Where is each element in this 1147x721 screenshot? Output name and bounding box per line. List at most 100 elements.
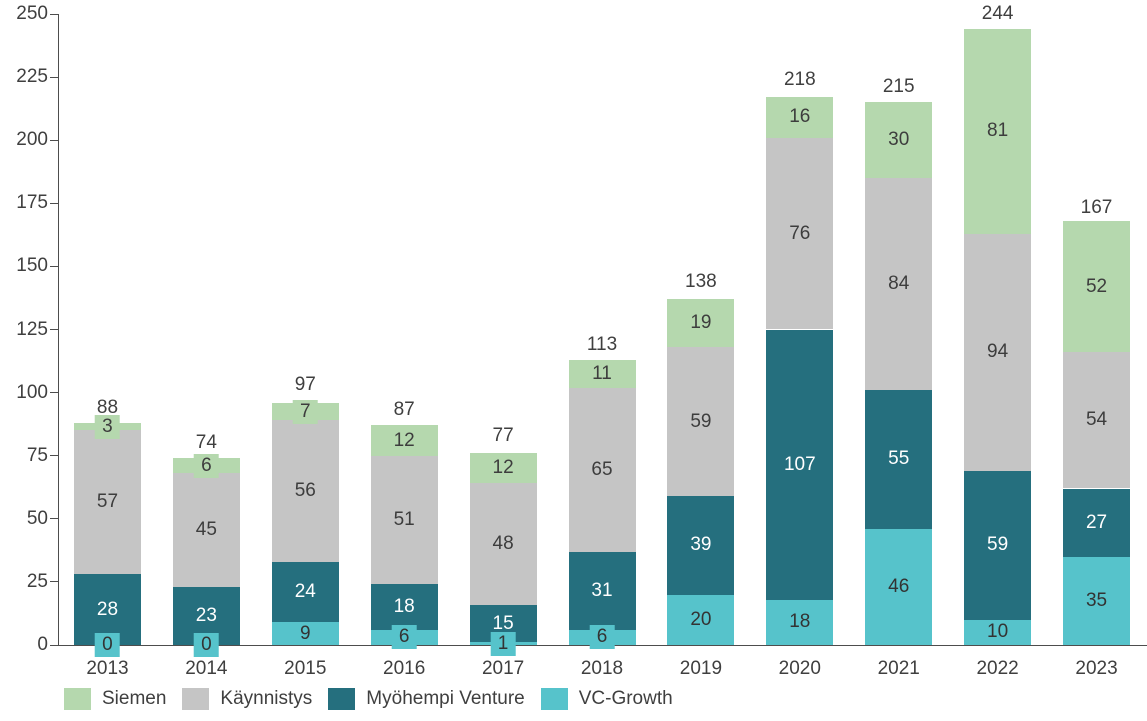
y-axis-tick: [50, 455, 58, 457]
bar-segment: [1063, 488, 1131, 557]
segment-value-badge: 6: [194, 453, 219, 478]
bar-segment: [865, 102, 933, 179]
bar-segment: [469, 483, 537, 605]
y-axis-tick: [50, 392, 58, 394]
bar-segment: [667, 594, 735, 645]
bar-segment: [964, 29, 1032, 234]
bar-segment: [568, 387, 636, 552]
y-axis-tick-label: 0: [37, 634, 48, 655]
bar-total-label: 244: [981, 3, 1014, 25]
y-axis-line: [58, 14, 59, 645]
bar-segment: [766, 329, 834, 600]
segment-value-label: 35: [1085, 589, 1108, 611]
bar-segment: [964, 619, 1032, 645]
y-axis-tick-label: 250: [16, 3, 48, 24]
segment-value-label: 9: [299, 622, 311, 644]
segment-value-label: 57: [96, 491, 119, 513]
legend-swatch: [64, 688, 91, 710]
y-axis-tick-label: 225: [16, 66, 48, 88]
segment-value-label: 11: [592, 362, 612, 384]
x-axis-category-label: 2017: [481, 658, 525, 679]
bar-segment: [1063, 220, 1131, 353]
y-axis-tick-label: 25: [26, 570, 48, 592]
bar-total-label: 88: [96, 396, 119, 418]
segment-value-badge: 3: [95, 414, 120, 439]
y-axis-tick-label: 200: [16, 129, 48, 151]
bar-segment: [667, 299, 735, 348]
bar-segment: [964, 233, 1032, 471]
y-axis-tick-label: 125: [16, 318, 48, 340]
segment-value-label: 59: [987, 534, 1009, 556]
segment-value-label: 12: [492, 457, 514, 479]
bar-total-label: 138: [685, 270, 717, 292]
x-axis-category-label: 2023: [1075, 658, 1118, 679]
segment-value-label: 16: [789, 106, 811, 128]
segment-value-label: 55: [888, 448, 910, 470]
segment-value-badge: 6: [589, 625, 615, 650]
y-axis-tick: [50, 518, 58, 520]
segment-value-label: 30: [888, 129, 910, 151]
bar-segment: [964, 470, 1032, 620]
segment-value-label: 81: [987, 120, 1009, 142]
x-axis-category-label: 2020: [778, 658, 821, 679]
x-axis-category-label: 2015: [284, 658, 327, 679]
bar-segment: [271, 561, 339, 623]
segment-value-label: 56: [294, 480, 316, 502]
segment-value-label: 52: [1085, 275, 1108, 297]
bar-segment: [568, 551, 636, 630]
segment-value-label: 19: [690, 312, 712, 334]
x-axis-category-label: 2022: [976, 658, 1019, 679]
segment-value-label: 24: [294, 580, 316, 602]
segment-value-label: 28: [96, 598, 119, 620]
segment-value-label: 27: [1085, 511, 1108, 533]
bar-total-label: 113: [586, 333, 618, 355]
segment-value-label: 18: [789, 611, 811, 633]
bar-total-label: 215: [882, 76, 915, 98]
y-axis-tick: [50, 329, 58, 330]
y-axis-tick: [50, 644, 58, 646]
segment-value-badge: 1: [490, 631, 516, 656]
bar-total-label: 87: [393, 399, 415, 421]
bar-total-label: 97: [294, 374, 316, 396]
segment-value-label: 48: [492, 533, 514, 555]
bar-segment: [370, 425, 438, 456]
segment-value-badge: 0: [95, 633, 120, 657]
bar-total-label: 77: [492, 424, 514, 446]
y-axis-tick: [50, 581, 58, 583]
segment-value-label: 84: [888, 273, 910, 295]
segment-value-label: 107: [783, 453, 816, 475]
bar-segment: [271, 622, 339, 645]
x-axis-category-label: 2021: [877, 658, 920, 679]
segment-value-badge: 6: [391, 625, 417, 650]
segment-value-label: 54: [1085, 409, 1108, 431]
bar-segment: [667, 347, 735, 497]
segment-value-label: 10: [987, 621, 1009, 643]
segment-value-label: 76: [789, 222, 811, 244]
bar-segment: [766, 599, 834, 645]
bar-total-label: 74: [195, 432, 217, 454]
legend-label: Myöhempi Venture: [366, 688, 525, 709]
y-axis-tick: [50, 76, 58, 78]
x-axis-category-label: 2019: [679, 658, 723, 679]
segment-value-label: 51: [393, 509, 415, 531]
bar-segment: [568, 359, 636, 388]
legend-item: Käynnistys: [182, 688, 312, 710]
segment-value-label: 23: [195, 604, 217, 626]
segment-value-label: 65: [591, 458, 613, 480]
bar-segment: [73, 430, 141, 575]
legend-item: Siemen: [64, 688, 166, 710]
segment-value-label: 18: [393, 596, 415, 618]
bar-segment: [1063, 556, 1131, 645]
bar-segment: [865, 528, 933, 645]
bar-segment: [865, 390, 933, 529]
legend-label: Siemen: [102, 688, 167, 709]
segment-value-label: 15: [492, 612, 514, 634]
bar-segment: [370, 455, 438, 585]
segment-value-label: 20: [690, 608, 712, 630]
segment-value-label: 45: [195, 519, 217, 541]
x-axis-category-label: 2018: [580, 658, 624, 679]
bar-segment: [667, 496, 735, 595]
x-axis-category-label: 2013: [86, 658, 129, 679]
y-axis-tick: [50, 202, 58, 204]
